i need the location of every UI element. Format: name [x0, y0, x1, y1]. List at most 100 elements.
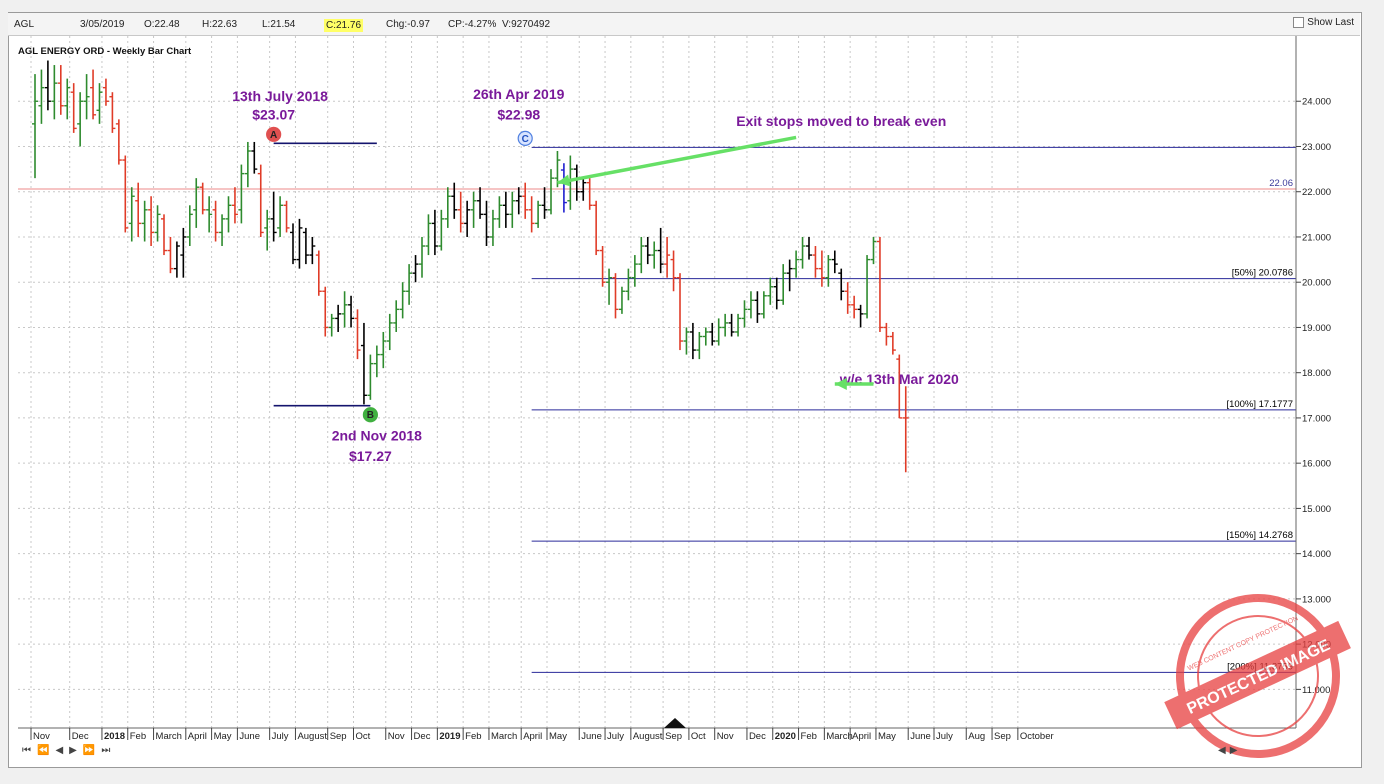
price-bar	[419, 236, 425, 278]
price-bar	[154, 205, 161, 242]
pivot-a: A	[266, 126, 282, 142]
price-bar	[851, 295, 858, 319]
quote-bar: AGL 3/05/2019 O:22.48 H:22.63 L:21.54 C:…	[8, 13, 1360, 36]
price-bar	[760, 291, 767, 319]
gridlines	[18, 36, 1296, 728]
price-bar	[219, 214, 226, 247]
price-bar	[270, 191, 277, 242]
price-bar	[167, 236, 174, 274]
price-bars	[32, 60, 909, 473]
price-bar	[277, 196, 284, 237]
last-icon[interactable]: ⏭	[101, 745, 117, 756]
show-last-toggle[interactable]: Show Last	[1293, 17, 1354, 28]
price-bar	[631, 255, 638, 287]
price-bar	[786, 259, 793, 292]
price-bar	[747, 291, 754, 319]
forward-icon[interactable]: ⏩	[82, 745, 102, 756]
prev-icon[interactable]: ◀	[55, 745, 70, 756]
price-bar	[857, 304, 864, 328]
price-bar	[341, 291, 348, 328]
zoom-out-icon[interactable]: ◀	[1218, 745, 1230, 756]
x-tick-label: August	[633, 731, 663, 742]
price-bar	[483, 200, 490, 247]
price-bar	[618, 286, 625, 314]
pivot-letter: C	[522, 134, 529, 145]
price-bar	[754, 291, 761, 323]
price-bar	[638, 236, 645, 274]
price-bar	[122, 155, 129, 233]
price-bar	[870, 236, 877, 265]
price-bar	[722, 313, 729, 337]
annotation-text: 26th Apr 2019	[473, 86, 565, 102]
x-tick-label: May	[214, 731, 232, 742]
x-tick-label: October	[1020, 731, 1054, 742]
price-bar	[799, 236, 806, 269]
price-bar	[264, 209, 271, 251]
price-bar	[612, 273, 619, 319]
close-label: C:21.76	[324, 19, 364, 32]
show-last-checkbox[interactable]	[1293, 17, 1305, 28]
price-bar	[844, 282, 851, 314]
price-bar	[651, 241, 658, 269]
x-tick-label: Nov	[717, 731, 734, 742]
x-tick-label: Sep	[994, 731, 1011, 742]
price-bar	[709, 322, 716, 346]
price-bar	[741, 300, 748, 328]
price-bar	[386, 313, 393, 351]
price-bar	[606, 268, 613, 305]
level-lines	[18, 142, 1296, 673]
x-tick-label: Sep	[665, 731, 682, 742]
zoom-buttons: ◀▶	[1218, 745, 1241, 756]
arrow-head	[557, 174, 571, 187]
price-bar	[689, 322, 696, 360]
symbol-label: AGL	[14, 19, 35, 30]
price-bar	[715, 318, 722, 346]
volume-label: V:9270492	[502, 19, 551, 30]
low-label: L:21.54	[262, 19, 296, 30]
x-tick-label: March	[156, 731, 182, 742]
watermark-stamp: PROTECTED IMAGE WEB CONTENT COPY PROTECT…	[1164, 594, 1351, 758]
change-label: Chg:-0.97	[386, 19, 430, 30]
price-bar	[367, 354, 374, 400]
price-bar	[44, 60, 51, 111]
price-bar	[902, 386, 909, 473]
annotation-text: 2nd Nov 2018	[332, 428, 422, 444]
x-tick-label: 2020	[775, 731, 796, 742]
price-bar	[825, 255, 832, 287]
price-bar	[457, 191, 464, 233]
price-bar	[522, 182, 529, 219]
pivot-circle	[517, 130, 533, 146]
x-tick-label: June	[239, 731, 260, 742]
y-tick-label: 16.000	[1302, 459, 1331, 470]
rewind-icon[interactable]: ⏪	[37, 745, 56, 756]
price-bar	[438, 209, 445, 251]
x-tick-label: Feb	[130, 731, 146, 742]
y-tick-label: 20.000	[1302, 278, 1331, 289]
pivot-markers: A B C	[266, 126, 533, 423]
price-bar	[128, 187, 135, 242]
level-label: [150%] 14.2768	[1226, 530, 1293, 541]
price-bar	[883, 322, 890, 346]
price-bar	[206, 196, 213, 233]
price-bar	[528, 196, 535, 233]
x-tick-label: July	[607, 731, 624, 742]
price-bar	[251, 141, 258, 174]
price-bar	[793, 250, 800, 278]
price-bar	[238, 164, 245, 224]
price-bar	[296, 218, 303, 269]
zoom-in-icon[interactable]: ▶	[1229, 745, 1242, 756]
annotation-text: $23.07	[252, 106, 295, 122]
x-tick-label: 2019	[439, 731, 460, 742]
scroll-position-icon[interactable]	[664, 718, 686, 728]
navigation-buttons: ⏮⏪◀▶⏩⏭	[22, 745, 116, 756]
y-tick-label: 19.000	[1302, 323, 1331, 334]
annotation-text: $17.27	[349, 448, 392, 464]
next-icon[interactable]: ▶	[69, 745, 83, 756]
x-tick-label: May	[549, 731, 567, 742]
scroll-marker[interactable]	[664, 718, 686, 728]
first-icon[interactable]: ⏮	[22, 745, 37, 756]
price-bar	[90, 69, 97, 120]
price-bar	[186, 205, 193, 247]
price-bar	[135, 182, 142, 237]
